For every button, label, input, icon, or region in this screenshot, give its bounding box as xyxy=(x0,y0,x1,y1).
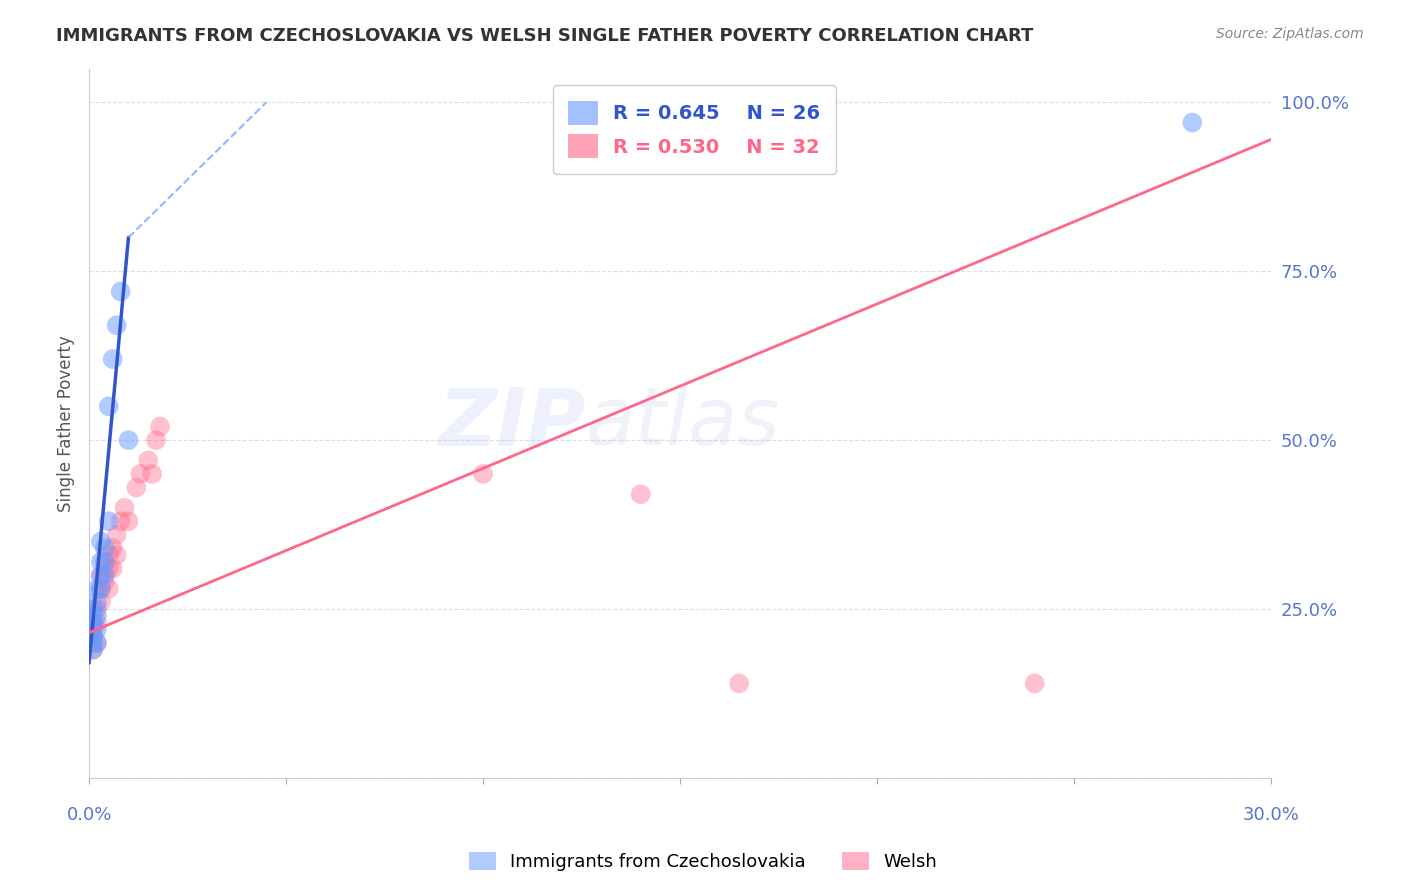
Text: ZIP: ZIP xyxy=(439,384,585,462)
Point xyxy=(90,568,112,582)
Point xyxy=(1024,676,1046,690)
Point xyxy=(82,602,104,616)
Point xyxy=(82,629,104,643)
Point xyxy=(105,527,128,541)
Point xyxy=(101,541,124,556)
Point xyxy=(94,568,117,582)
Point xyxy=(90,582,112,596)
Text: atlas: atlas xyxy=(585,384,780,462)
Point xyxy=(86,615,108,630)
Legend: Immigrants from Czechoslovakia, Welsh: Immigrants from Czechoslovakia, Welsh xyxy=(461,845,945,879)
Point xyxy=(472,467,495,481)
Point xyxy=(97,582,120,596)
Point xyxy=(149,419,172,434)
Point xyxy=(728,676,751,690)
Point xyxy=(86,582,108,596)
Point xyxy=(90,555,112,569)
Point xyxy=(82,642,104,657)
Point xyxy=(82,623,104,637)
Legend: R = 0.645    N = 26, R = 0.530    N = 32: R = 0.645 N = 26, R = 0.530 N = 32 xyxy=(553,86,835,174)
Point xyxy=(90,582,112,596)
Point xyxy=(86,602,108,616)
Point xyxy=(86,608,108,623)
Point xyxy=(82,615,104,630)
Point xyxy=(136,453,159,467)
Point xyxy=(101,561,124,575)
Point xyxy=(90,595,112,609)
Point xyxy=(97,548,120,562)
Point xyxy=(117,433,139,447)
Point xyxy=(90,568,112,582)
Point xyxy=(97,561,120,575)
Point xyxy=(82,615,104,630)
Point xyxy=(94,561,117,575)
Point xyxy=(86,636,108,650)
Point xyxy=(86,623,108,637)
Point xyxy=(117,514,139,528)
Text: IMMIGRANTS FROM CZECHOSLOVAKIA VS WELSH SINGLE FATHER POVERTY CORRELATION CHART: IMMIGRANTS FROM CZECHOSLOVAKIA VS WELSH … xyxy=(56,27,1033,45)
Point xyxy=(97,400,120,414)
Point xyxy=(114,500,136,515)
Point xyxy=(82,608,104,623)
Point xyxy=(105,318,128,333)
Point xyxy=(97,514,120,528)
Point xyxy=(90,534,112,549)
Text: Source: ZipAtlas.com: Source: ZipAtlas.com xyxy=(1216,27,1364,41)
Point xyxy=(125,480,148,494)
Text: 0.0%: 0.0% xyxy=(66,806,111,824)
Point xyxy=(129,467,152,481)
Point xyxy=(94,575,117,590)
Point xyxy=(94,555,117,569)
Point xyxy=(82,629,104,643)
Point xyxy=(141,467,163,481)
Point xyxy=(82,636,104,650)
Point xyxy=(110,514,132,528)
Point xyxy=(145,433,167,447)
Point xyxy=(94,541,117,556)
Point xyxy=(82,642,104,657)
Point xyxy=(110,285,132,299)
Point xyxy=(669,115,692,129)
Y-axis label: Single Father Poverty: Single Father Poverty xyxy=(58,334,75,512)
Point xyxy=(630,487,652,501)
Point xyxy=(105,548,128,562)
Point xyxy=(101,352,124,367)
Point xyxy=(86,595,108,609)
Point xyxy=(86,636,108,650)
Text: 30.0%: 30.0% xyxy=(1243,806,1299,824)
Point xyxy=(1181,115,1204,129)
